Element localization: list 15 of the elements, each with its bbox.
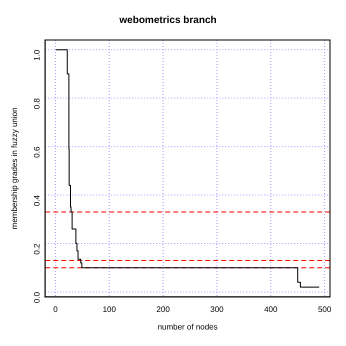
y-tick-label: 1.0	[32, 49, 42, 61]
y-tick-label: 0.6	[32, 146, 42, 158]
x-tick-label: 100	[102, 304, 116, 314]
y-tick-label: 0.4	[32, 194, 42, 206]
x-tick-label: 300	[210, 304, 224, 314]
x-tick-label: 0	[53, 304, 58, 314]
chart-title: webometrics branch	[118, 14, 217, 26]
y-axis-title: membership grades in fuzzy union	[10, 107, 20, 230]
y-tick-label: 0.2	[32, 242, 42, 255]
x-axis-title: number of nodes	[158, 322, 218, 332]
x-tick-label: 400	[264, 304, 278, 314]
y-tick-label: 0.8	[32, 98, 42, 110]
x-tick-label: 500	[318, 304, 332, 314]
x-tick-label: 200	[156, 304, 170, 314]
y-tick-label: 0.0	[32, 291, 42, 304]
